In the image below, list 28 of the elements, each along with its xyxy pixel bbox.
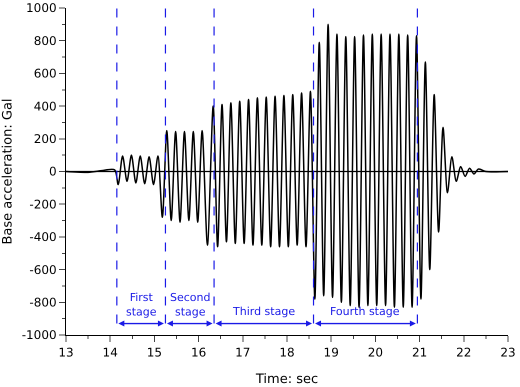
y-tick-label: 0 xyxy=(48,164,57,179)
x-axis-title: Time: sec xyxy=(254,372,318,387)
annotation: Third stage xyxy=(232,305,296,318)
x-tick-label: 17 xyxy=(235,345,250,360)
y-tick-label: -200 xyxy=(29,197,57,212)
x-tick-label: 18 xyxy=(279,345,295,360)
annotation: First stage xyxy=(126,291,157,318)
y-axis-title: Base acceleration: Gal xyxy=(0,98,16,245)
y-tick-label: 800 xyxy=(34,34,57,48)
y-tick-label: -400 xyxy=(29,230,57,244)
x-tick-label: 13 xyxy=(58,345,74,360)
x-tick-label: 20 xyxy=(368,345,384,360)
y-tick-label: 600 xyxy=(34,66,57,81)
x-tick-label: 14 xyxy=(102,345,118,360)
y-tick-label: -600 xyxy=(29,262,57,277)
y-tick-label: -1000 xyxy=(22,328,57,342)
x-tick-label: 16 xyxy=(190,345,206,360)
x-tick-label: 19 xyxy=(324,345,339,360)
x-tick-label: 23 xyxy=(500,345,516,360)
annotation: Fourth stage xyxy=(330,305,400,318)
y-tick-label: 400 xyxy=(34,99,57,114)
x-tick-label: 15 xyxy=(146,345,162,360)
x-tick-label: 21 xyxy=(412,345,428,360)
y-tick-label: 1000 xyxy=(26,1,57,16)
y-tick-label: 200 xyxy=(34,132,57,146)
annotation: Second stage xyxy=(170,291,210,318)
x-tick-label: 22 xyxy=(456,345,472,360)
y-tick-label: -800 xyxy=(29,296,57,310)
